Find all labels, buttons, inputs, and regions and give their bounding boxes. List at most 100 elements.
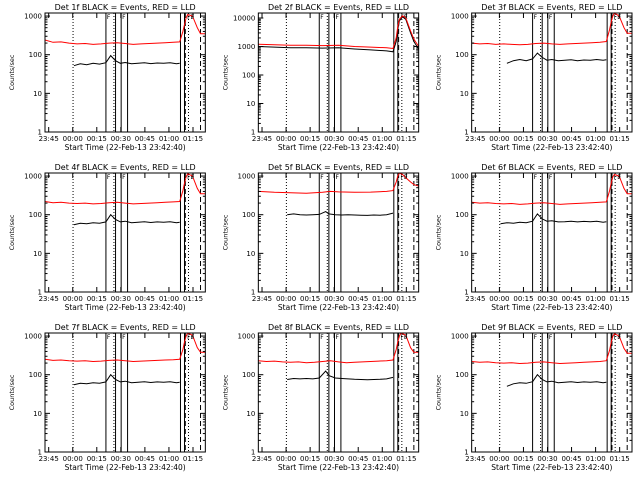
y-tick-label: 100 (29, 211, 42, 219)
x-tick-label: 01:15 (610, 295, 630, 303)
x-tick-label: 00:30 (111, 295, 131, 303)
y-tick-label: 1000 (24, 173, 42, 181)
x-tick-label: 01:15 (183, 135, 203, 143)
x-tick-label: 00:45 (561, 295, 581, 303)
y-axis-label: Counts/sec (8, 374, 16, 410)
panel-title: Det 8f BLACK = Events, RED = LLD (268, 323, 409, 332)
y-tick-label: 1 (464, 289, 468, 297)
y-axis-label: Counts/sec (435, 54, 443, 90)
plot-frame (44, 12, 206, 133)
flag-label: F (122, 174, 126, 181)
flag-label: F (549, 334, 553, 341)
flag-label: F (335, 14, 339, 21)
panel-5: Det 5f BLACK = Events, RED = LLD F F FE 1 10 1… (221, 163, 420, 312)
x-tick-label: 00:15 (513, 295, 533, 303)
panel-1: Det 1f BLACK = Events, RED = LLD F F FE 1 10 1… (8, 3, 206, 152)
series-line-red (44, 332, 206, 363)
x-tick-label: 01:00 (372, 455, 392, 463)
flag-label: F (549, 174, 553, 181)
x-axis-label: Start Time (22-Feb-13 23:42:40) (65, 463, 186, 472)
y-tick-label: 1000 (238, 43, 256, 51)
plot-frame (257, 12, 420, 133)
flag-label: FE (187, 14, 194, 21)
flag-label: F (534, 174, 538, 181)
x-tick-label: 01:15 (396, 455, 416, 463)
y-tick-label: 10 (33, 90, 42, 98)
x-tick-label: 00:45 (135, 455, 155, 463)
y-axis-label: Counts/sec (8, 214, 16, 250)
x-tick-label: 00:30 (324, 135, 344, 143)
flag-label: F (107, 14, 111, 21)
flag-label: F (335, 334, 339, 341)
panel-title: Det 7f BLACK = Events, RED = LLD (55, 323, 196, 332)
y-tick-label: 100 (29, 51, 42, 59)
y-tick-label: 100 (29, 371, 42, 379)
series-line-black (73, 373, 180, 386)
x-tick-label: 00:15 (300, 135, 320, 143)
flag-label: F (107, 334, 111, 341)
flag-label: F (335, 174, 339, 181)
x-tick-label: 01:00 (159, 455, 179, 463)
x-tick-label: 00:30 (537, 295, 557, 303)
series-line-red (258, 15, 420, 50)
x-tick-label: 00:45 (561, 455, 581, 463)
x-tick-label: 00:30 (324, 295, 344, 303)
series-line-red (258, 172, 419, 194)
x-tick-label: 00:00 (63, 135, 83, 143)
panel-title: Det 6f BLACK = Events, RED = LLD (481, 163, 622, 172)
panel-3: Det 3f BLACK = Events, RED = LLD F F FE 1 10 1… (435, 3, 633, 152)
flag-label: FE (614, 174, 621, 181)
x-tick-label: 00:00 (489, 455, 509, 463)
x-axis-label: Start Time (22-Feb-13 23:42:40) (278, 303, 399, 312)
flag-label: FE (614, 334, 621, 341)
series-line-black (500, 213, 607, 225)
flag-label: F (320, 174, 324, 181)
flag-label: F (122, 14, 126, 21)
x-axis-label: Start Time (22-Feb-13 23:42:40) (491, 463, 612, 472)
y-tick-label: 100 (455, 51, 468, 59)
y-tick-label: 100 (242, 371, 255, 379)
x-tick-label: 00:30 (537, 455, 557, 463)
series-line-black (73, 54, 180, 67)
x-tick-label: 00:30 (111, 135, 131, 143)
y-tick-label: 100 (455, 371, 468, 379)
flag-label: F (534, 334, 538, 341)
x-tick-label: 01:00 (372, 135, 392, 143)
x-tick-label: 00:15 (513, 455, 533, 463)
series-line-black (287, 370, 394, 381)
y-tick-label: 10 (33, 250, 42, 258)
y-tick-label: 1 (251, 289, 255, 297)
x-tick-label: 01:00 (159, 135, 179, 143)
plot-frame (257, 332, 420, 453)
x-tick-label: 01:00 (372, 295, 392, 303)
plot-frame (471, 332, 633, 453)
x-tick-label: 01:00 (586, 295, 606, 303)
plot-frame (471, 172, 633, 293)
x-tick-label: 00:45 (348, 135, 368, 143)
plot-frame (257, 172, 420, 293)
flag-label: FE (400, 174, 407, 181)
x-tick-label: 00:45 (561, 135, 581, 143)
x-tick-label: 01:00 (159, 295, 179, 303)
y-tick-label: 100 (455, 211, 468, 219)
x-tick-label: 00:15 (87, 455, 107, 463)
y-tick-label: 1 (464, 129, 468, 137)
flag-label: F (122, 334, 126, 341)
flag-label: F (320, 334, 324, 341)
x-tick-label: 00:00 (63, 295, 83, 303)
y-tick-label: 1000 (451, 173, 469, 181)
y-tick-label: 1000 (451, 13, 469, 21)
y-tick-label: 1000 (24, 333, 42, 341)
y-axis-label: Counts/sec (221, 214, 229, 250)
plot-frame (471, 12, 633, 133)
panel-title: Det 3f BLACK = Events, RED = LLD (481, 3, 622, 12)
x-tick-label: 00:15 (87, 295, 107, 303)
panel-title: Det 2f BLACK = Events, RED = LLD (268, 3, 409, 12)
x-tick-label: 01:15 (183, 455, 203, 463)
x-tick-label: 23:45 (252, 295, 272, 303)
y-tick-label: 10 (460, 90, 469, 98)
y-axis-label: Counts/sec (221, 374, 229, 410)
